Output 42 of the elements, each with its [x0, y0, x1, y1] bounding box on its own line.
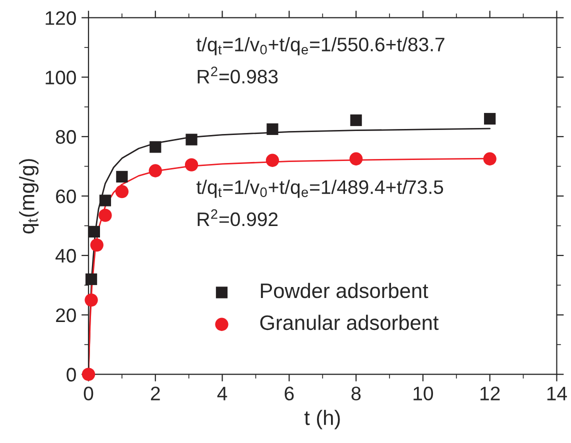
y-tick-label: 40	[56, 248, 76, 263]
point	[99, 194, 112, 206]
point	[184, 158, 198, 172]
y-tick-label: 20	[56, 308, 76, 322]
y-tick-label: 100	[46, 70, 76, 84]
x-tick-label: 2	[150, 386, 160, 400]
point	[148, 164, 162, 178]
point	[84, 293, 98, 307]
x-tick-label: 6	[284, 386, 294, 400]
point	[150, 141, 162, 153]
point	[484, 112, 496, 125]
annotation: R$^{2}$=0.992	[198, 209, 278, 226]
x-tick-label: 0	[84, 386, 94, 400]
point	[350, 114, 362, 126]
annotation: R$^{2}$=0.983	[198, 66, 278, 84]
annotation: t/q$_{t}$=1/v$_{0}$+t/q$_{e}$=1/489.4+t/73.5	[196, 180, 444, 198]
point	[85, 273, 98, 286]
y-tick-label: 80	[56, 130, 76, 144]
point	[115, 184, 129, 198]
x-tick-label: 12	[480, 386, 500, 400]
point	[483, 152, 496, 166]
y-tick-label: 60	[56, 189, 76, 204]
x-tick-label: 4	[217, 386, 228, 400]
point	[90, 238, 104, 252]
annotation: t/q$_{t}$=1/v$_{0}$+t/q$_{e}$=1/550.6+t/83.7	[196, 37, 444, 56]
legend-label: Granular adsorbent	[260, 314, 439, 330]
point	[82, 368, 96, 381]
x-axis-title: t (h)	[304, 410, 340, 430]
x-tick-label: 14	[547, 386, 567, 400]
point	[266, 123, 278, 135]
point	[98, 208, 112, 222]
point	[116, 170, 128, 183]
point	[88, 226, 100, 238]
y-tick-label: 0	[66, 368, 76, 382]
x-tick-label: 10	[414, 386, 433, 400]
legend-label: Powder adsorbent	[260, 282, 428, 298]
point	[266, 154, 280, 167]
point	[186, 134, 198, 146]
y-axis-title: q$_{t}$(mg/g)	[19, 159, 39, 234]
point	[349, 152, 363, 166]
y-tick-label: 120	[46, 11, 76, 25]
x-tick-label: 8	[351, 386, 361, 400]
